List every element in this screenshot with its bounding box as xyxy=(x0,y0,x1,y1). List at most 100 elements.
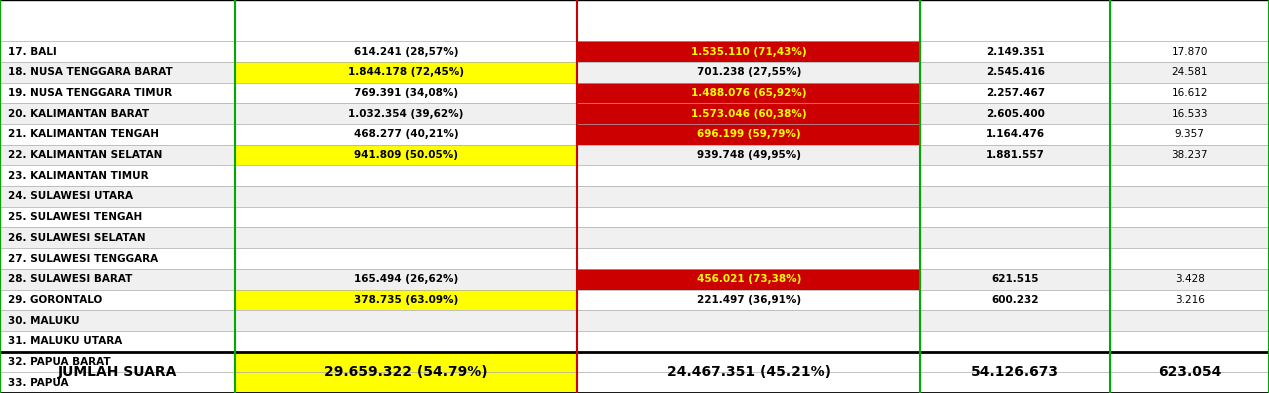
Bar xyxy=(920,248,1110,269)
Text: 26. SULAWESI SELATAN: 26. SULAWESI SELATAN xyxy=(8,233,145,243)
Text: 23. KALIMANTAN TIMUR: 23. KALIMANTAN TIMUR xyxy=(8,171,148,181)
Bar xyxy=(0,186,235,207)
Bar xyxy=(1110,290,1269,310)
Bar xyxy=(1110,186,1269,207)
Bar xyxy=(577,248,920,269)
Bar xyxy=(577,352,920,393)
Text: 614.241 (28,57%): 614.241 (28,57%) xyxy=(354,47,458,57)
Text: 21. KALIMANTAN TENGAH: 21. KALIMANTAN TENGAH xyxy=(8,129,159,140)
Text: 600.232: 600.232 xyxy=(991,295,1039,305)
Text: 1.032.354 (39,62%): 1.032.354 (39,62%) xyxy=(349,109,463,119)
Text: 9.357: 9.357 xyxy=(1175,129,1204,140)
Bar xyxy=(920,62,1110,83)
Text: 16.533: 16.533 xyxy=(1171,109,1208,119)
Bar xyxy=(1110,352,1269,393)
Bar xyxy=(1110,352,1269,372)
Bar xyxy=(577,207,920,228)
Text: 22. KALIMANTAN SELATAN: 22. KALIMANTAN SELATAN xyxy=(8,150,162,160)
Bar xyxy=(577,124,920,145)
Bar xyxy=(1110,331,1269,352)
Text: 24.467.351 (45.21%): 24.467.351 (45.21%) xyxy=(666,365,831,379)
Bar xyxy=(0,372,235,393)
Text: 2.605.400: 2.605.400 xyxy=(986,109,1044,119)
Bar xyxy=(235,331,577,352)
Bar xyxy=(0,62,235,83)
Bar xyxy=(0,103,235,124)
Bar xyxy=(920,290,1110,310)
Text: 769.391 (34,08%): 769.391 (34,08%) xyxy=(354,88,458,98)
Bar xyxy=(920,331,1110,352)
Bar xyxy=(235,62,577,83)
Text: 621.515: 621.515 xyxy=(991,274,1039,284)
Bar xyxy=(920,41,1110,62)
Text: 27. SULAWESI TENGGARA: 27. SULAWESI TENGGARA xyxy=(8,253,157,264)
Bar xyxy=(235,372,577,393)
Bar xyxy=(577,103,920,124)
Text: 1.488.076 (65,92%): 1.488.076 (65,92%) xyxy=(690,88,807,98)
Bar xyxy=(0,331,235,352)
Text: 3.216: 3.216 xyxy=(1175,295,1204,305)
Text: 696.199 (59,79%): 696.199 (59,79%) xyxy=(697,129,801,140)
Bar xyxy=(235,186,577,207)
Bar xyxy=(235,83,577,103)
Bar xyxy=(0,207,235,228)
Bar xyxy=(235,145,577,165)
Text: 456.021 (73,38%): 456.021 (73,38%) xyxy=(697,274,801,284)
Text: 468.277 (40,21%): 468.277 (40,21%) xyxy=(354,129,458,140)
Text: 18. NUSA TENGGARA BARAT: 18. NUSA TENGGARA BARAT xyxy=(8,67,173,77)
Bar xyxy=(577,41,920,62)
Bar xyxy=(920,310,1110,331)
Text: 2.545.416: 2.545.416 xyxy=(986,67,1044,77)
Bar xyxy=(577,145,920,165)
Bar xyxy=(1110,207,1269,228)
Bar xyxy=(577,186,920,207)
Bar xyxy=(577,372,920,393)
Bar xyxy=(235,103,577,124)
Bar xyxy=(1110,228,1269,248)
Text: 25. SULAWESI TENGAH: 25. SULAWESI TENGAH xyxy=(8,212,142,222)
Bar xyxy=(577,269,920,290)
Bar xyxy=(920,352,1110,372)
Text: 1.164.476: 1.164.476 xyxy=(986,129,1044,140)
Bar xyxy=(920,83,1110,103)
Bar xyxy=(1110,83,1269,103)
Bar xyxy=(0,124,235,145)
Bar xyxy=(0,228,235,248)
Text: 221.497 (36,91%): 221.497 (36,91%) xyxy=(697,295,801,305)
Text: 17.870: 17.870 xyxy=(1171,47,1208,57)
Text: 24.581: 24.581 xyxy=(1171,67,1208,77)
Text: 941.809 (50.05%): 941.809 (50.05%) xyxy=(354,150,458,160)
Bar xyxy=(1110,372,1269,393)
Text: 29. GORONTALO: 29. GORONTALO xyxy=(8,295,102,305)
Bar xyxy=(920,228,1110,248)
Bar xyxy=(1110,124,1269,145)
Bar xyxy=(1110,310,1269,331)
Bar xyxy=(1110,145,1269,165)
Bar xyxy=(0,269,235,290)
Bar xyxy=(1110,62,1269,83)
Bar xyxy=(0,165,235,186)
Bar xyxy=(577,310,920,331)
Text: 28. SULAWESI BARAT: 28. SULAWESI BARAT xyxy=(8,274,132,284)
Bar xyxy=(920,145,1110,165)
Text: 16.612: 16.612 xyxy=(1171,88,1208,98)
Text: 1.535.110 (71,43%): 1.535.110 (71,43%) xyxy=(690,47,807,57)
Bar xyxy=(235,352,577,393)
Bar xyxy=(920,103,1110,124)
Bar xyxy=(235,124,577,145)
Bar xyxy=(1110,165,1269,186)
Text: 1.573.046 (60,38%): 1.573.046 (60,38%) xyxy=(690,109,807,119)
Text: 33. PAPUA: 33. PAPUA xyxy=(8,378,69,387)
Bar xyxy=(577,290,920,310)
Bar xyxy=(920,165,1110,186)
Text: 19. NUSA TENGGARA TIMUR: 19. NUSA TENGGARA TIMUR xyxy=(8,88,171,98)
Text: 20. KALIMANTAN BARAT: 20. KALIMANTAN BARAT xyxy=(8,109,148,119)
Bar xyxy=(0,145,235,165)
Bar xyxy=(0,41,235,62)
Text: 701.238 (27,55%): 701.238 (27,55%) xyxy=(697,67,801,77)
Text: 2.149.351: 2.149.351 xyxy=(986,47,1044,57)
Text: 30. MALUKU: 30. MALUKU xyxy=(8,316,79,325)
Text: 54.126.673: 54.126.673 xyxy=(971,365,1060,379)
Bar xyxy=(235,165,577,186)
Bar xyxy=(0,248,235,269)
